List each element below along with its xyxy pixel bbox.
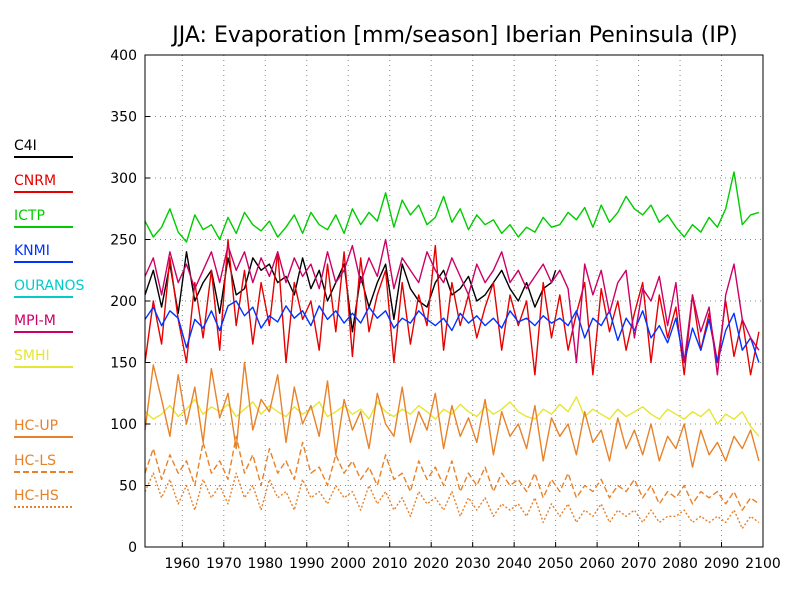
- series-lines: [144, 171, 760, 530]
- x-tick-label: 2000: [330, 556, 366, 572]
- series-line-c4i: [144, 251, 557, 333]
- series-line-smhi: [144, 396, 760, 437]
- legend-label-hc-ls: HC-LS: [14, 453, 56, 469]
- x-tick-label: 1970: [206, 556, 242, 572]
- x-tick-label: 2070: [621, 556, 657, 572]
- legend-label-c4i: C4I: [14, 138, 37, 154]
- series-line-mpi-m: [144, 238, 760, 376]
- x-tick-label: 2090: [704, 556, 740, 572]
- x-tick-label: 1990: [289, 556, 325, 572]
- axes: 1960 1970 1980 1990 2000 2010 2020 2030 2040 2050…: [110, 48, 781, 572]
- x-tick-label: 2060: [579, 556, 615, 572]
- y-tick-label: 200: [110, 294, 137, 310]
- legend-label-smhi: SMHI: [14, 348, 50, 364]
- series-line-hc-up: [144, 361, 760, 468]
- x-tick-label: 1980: [247, 556, 283, 572]
- series-line-hc-ls: [144, 435, 760, 511]
- legend: C4I CNRM ICTP KNMI OURANOS MPI-M SMHI HC-UP HC-L…: [14, 138, 84, 508]
- series-line-ictp: [144, 171, 760, 243]
- y-tick-label: 250: [110, 233, 137, 249]
- series-line-hc-hs: [144, 472, 760, 530]
- x-tick-label: 2050: [538, 556, 574, 572]
- legend-label-cnrm: CNRM: [14, 173, 56, 189]
- y-tick-label: 0: [128, 540, 137, 556]
- y-tick-label: 100: [110, 417, 137, 433]
- x-tick-label: 2100: [745, 556, 781, 572]
- series-line-knmi: [144, 300, 760, 364]
- x-tick-label: 2010: [372, 556, 408, 572]
- x-tick-label: 2040: [496, 556, 532, 572]
- chart-title: JJA: Evaporation [mm/season] Iberian Pen…: [170, 23, 737, 48]
- x-tick-label: 2020: [413, 556, 449, 572]
- y-tick-label: 50: [119, 479, 137, 495]
- y-tick-label: 150: [110, 356, 137, 372]
- series-line-cnrm: [144, 238, 760, 376]
- legend-label-hc-up: HC-UP: [14, 418, 58, 434]
- legend-label-knmi: KNMI: [14, 243, 50, 259]
- y-tick-label: 350: [110, 110, 137, 126]
- y-tick-label: 400: [110, 48, 137, 64]
- legend-label-mpi-m: MPI-M: [14, 313, 56, 329]
- legend-label-ouranos: OURANOS: [14, 278, 84, 294]
- x-tick-label: 2080: [662, 556, 698, 572]
- y-tick-label: 300: [110, 171, 137, 187]
- x-tick-label: 2030: [455, 556, 491, 572]
- x-tick-label: 1960: [165, 556, 201, 572]
- legend-label-ictp: ICTP: [14, 208, 45, 224]
- legend-label-hc-hs: HC-HS: [14, 488, 59, 504]
